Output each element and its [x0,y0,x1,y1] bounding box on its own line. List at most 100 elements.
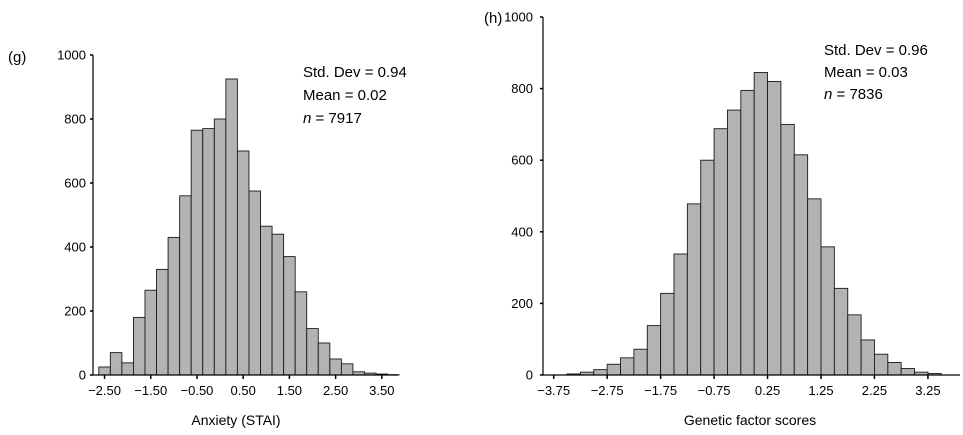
x-tick-label-g-3: 0.50 [231,383,256,398]
bar-g-18 [306,328,319,376]
y-tick-label-h-1: 200 [511,296,533,311]
x-tick-label-h-1: −2.75 [591,383,624,398]
x-tick-labels-g: −2.50 −1.50 −0.50 0.50 1.50 2.50 3.50 [88,383,394,398]
bar-g-17 [294,291,308,376]
y-tick-labels-g: 0 200 400 600 800 1000 [57,48,86,383]
mean-label-g: Mean = 0.02 [303,87,387,104]
bar-g-16 [283,256,296,376]
y-tick-label-h-2: 400 [511,224,533,239]
y-tick-label-g-4: 800 [64,112,86,127]
bar-h-6 [646,325,662,376]
mean-label-h: Mean = 0.03 [824,64,908,81]
panel-label-g: (g) [8,49,26,66]
x-tick-label-h-7: 3.25 [915,383,940,398]
bar-h-17 [793,154,809,376]
y-tick-label-h-5: 1000 [504,10,533,25]
x-axis-title-h: Genetic factor scores [684,412,816,428]
bar-g-19 [317,342,331,376]
bar-g-7 [179,195,192,376]
bars-g [98,78,400,376]
n-symbol-h: n [824,86,832,103]
bar-h-25 [900,368,916,376]
bar-h-15 [767,80,782,376]
bar-h-10 [700,159,715,376]
bar-g-1 [109,352,123,376]
bar-g-21 [340,363,354,376]
y-tick-label-h-0: 0 [526,368,533,383]
y-tick-label-g-3: 600 [64,176,86,191]
n-value-h: = 7836 [832,86,882,103]
x-tick-label-h-5: 1.25 [808,383,833,398]
n-label-g: n = 7917 [303,110,362,127]
bar-g-14 [260,225,273,376]
n-value-g: = 7917 [311,110,361,127]
bar-g-15 [271,233,285,376]
bar-g-4 [144,289,157,376]
bar-h-11 [713,128,728,376]
x-axis-title-g: Anxiety (STAI) [191,412,280,428]
bar-h-3 [606,363,621,376]
bar-g-9 [202,128,215,376]
bar-g-20 [329,358,342,376]
x-tick-label-g-1: −1.50 [134,383,167,398]
x-tick-label-h-3: −0.75 [698,383,731,398]
bar-h-12 [726,109,742,376]
x-tick-label-g-5: 2.50 [323,383,348,398]
stats-box-g: Std. Dev = 0.94 Mean = 0.02 n = 7917 [303,64,407,127]
bar-h-4 [620,357,635,376]
y-tick-label-h-4: 800 [511,81,533,96]
y-tick-labels-h: 0 200 400 600 800 1000 [504,10,533,383]
bar-h-5 [633,348,648,376]
x-tick-label-g-2: −0.50 [181,383,214,398]
bar-h-18 [807,198,822,376]
bar-g-2 [121,362,134,376]
bar-h-7 [660,292,675,376]
bar-h-21 [847,314,862,376]
std-dev-label-h: Std. Dev = 0.96 [824,42,928,59]
bar-g-12 [236,150,250,376]
bar-g-3 [132,316,146,376]
bar-h-9 [686,203,702,376]
y-tick-label-g-0: 0 [79,368,86,383]
std-dev-label-g: Std. Dev = 0.94 [303,64,407,81]
bar-h-20 [833,287,849,376]
stats-box-h: Std. Dev = 0.96 Mean = 0.03 n = 7836 [824,42,928,103]
n-symbol-g: n [303,110,311,127]
x-tick-label-g-4: 1.50 [277,383,302,398]
x-tick-labels-h: −3.75 −2.75 −1.75 −0.75 0.25 1.25 2.25 3.25 [537,383,940,398]
bar-h-16 [780,123,795,376]
bar-g-13 [248,190,261,376]
bar-h-24 [887,362,902,376]
bar-g-11 [225,78,238,376]
y-tick-label-g-5: 1000 [57,48,86,63]
histogram-panel-g: (g) 0 200 400 600 800 1000 −2.50 −1.50 −0.50 0.5… [8,48,407,429]
x-tick-label-h-2: −1.75 [644,383,677,398]
bar-h-19 [820,246,835,376]
bar-g-6 [167,236,181,376]
bar-h-22 [860,339,875,376]
x-tick-label-h-6: 2.25 [862,383,887,398]
bar-h-2 [593,369,608,376]
bars-h [566,72,942,376]
bar-h-8 [673,253,688,376]
x-tick-label-g-6: 3.50 [369,383,394,398]
y-tick-label-h-3: 600 [511,153,533,168]
histogram-panel-h: (h) 0 200 400 600 800 1000 −3.75 −2.75 −1.75 −0.… [484,10,960,428]
panel-label-h: (h) [484,10,502,27]
axes-g [90,54,398,379]
bar-g-8 [190,129,204,376]
x-tick-label-h-4: 0.25 [755,383,780,398]
n-label-h: n = 7836 [824,86,883,103]
bar-h-13 [740,89,755,376]
bar-h-23 [874,353,889,376]
bar-h-14 [753,72,768,376]
bar-g-10 [213,118,227,376]
bar-g-0 [98,366,111,376]
x-tick-label-g-0: −2.50 [88,383,121,398]
y-tick-label-g-1: 200 [64,304,86,319]
y-tick-label-g-2: 400 [64,240,86,255]
x-tick-label-h-0: −3.75 [537,383,570,398]
bar-g-5 [156,268,169,376]
axes-h [540,16,960,379]
